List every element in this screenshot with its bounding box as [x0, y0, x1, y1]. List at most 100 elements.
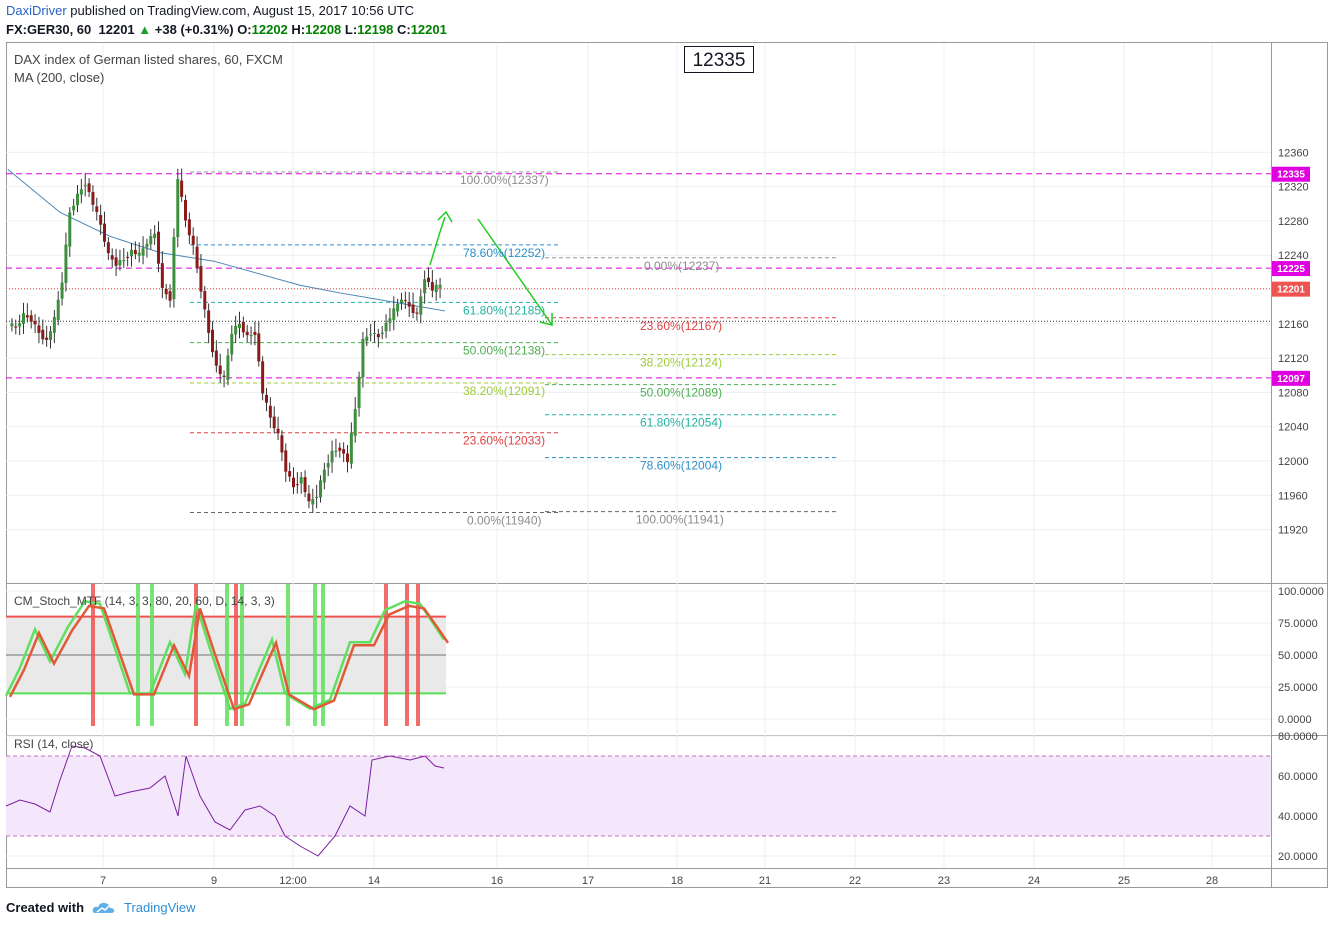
fib-label: 78.60%(12252) [463, 246, 545, 260]
time-axis: 7 9 12:00 14 16 17 18 21 22 23 24 25 28 [100, 875, 1218, 887]
fib-label: 61.80%(12054) [640, 416, 722, 430]
candle-body [276, 428, 280, 434]
candle-body [226, 355, 230, 381]
candle-body [130, 249, 133, 257]
candle-body [376, 334, 380, 338]
candle-body [114, 257, 118, 266]
candle-body [25, 315, 29, 318]
candle-body [29, 315, 33, 322]
candle-body [326, 463, 330, 468]
candle-body [60, 282, 64, 299]
candle-body [307, 493, 311, 502]
candle-body [419, 296, 423, 315]
price-badge-label: 12097 [1277, 374, 1305, 385]
price-axis: 1236012320122801224012200121601212012080… [1278, 147, 1309, 536]
candle-body [430, 282, 434, 291]
stoch-band [6, 584, 446, 726]
candle-body [403, 300, 407, 302]
stoch-cross-down [384, 584, 388, 726]
candle-body [338, 447, 342, 451]
candle-body [234, 326, 238, 335]
time-tick-label: 17 [582, 875, 594, 887]
close-label: C: [396, 22, 411, 37]
candle-body [211, 329, 214, 353]
symbol-label: FX:GER30, 60 [6, 22, 92, 37]
stoch-cross-up [225, 584, 229, 726]
tradingview-link[interactable]: TradingView [124, 900, 196, 915]
candle-body [373, 332, 376, 334]
author-link[interactable]: DaxiDriver [6, 3, 67, 18]
candle-body [311, 499, 315, 505]
candle-body [388, 318, 392, 323]
price-badge [1272, 281, 1310, 297]
candle-body [172, 237, 176, 300]
candle-body [83, 184, 87, 187]
price-tick-label: 12080 [1278, 387, 1309, 399]
candle-body [133, 249, 137, 255]
candle-body [238, 323, 241, 329]
fib-label: 0.00%(12237) [644, 259, 719, 273]
grid-lines [6, 43, 1271, 868]
stoch-tick-label: 75.0000 [1278, 618, 1318, 630]
stoch-tick-label: 25.0000 [1278, 682, 1318, 694]
candle-body [369, 334, 373, 336]
candle-body [427, 277, 430, 283]
candle-body [199, 266, 203, 292]
time-tick-label: 7 [100, 875, 106, 887]
fib-label: 23.60%(12033) [463, 434, 545, 448]
high-value: 12208 [305, 22, 342, 37]
price-tick-label: 11920 [1278, 525, 1308, 537]
time-tick-label: 9 [211, 875, 217, 887]
rsi-tick-label: 40.0000 [1278, 811, 1318, 823]
candle-body [106, 242, 110, 254]
down-arrow-head [539, 313, 553, 326]
high-label: H: [291, 22, 306, 37]
open-value: 12202 [251, 22, 288, 37]
time-tick-label: 16 [491, 875, 503, 887]
open-label: O: [237, 22, 252, 37]
candle-body [45, 337, 49, 340]
candle-body [145, 243, 149, 248]
candle-body [434, 284, 438, 293]
time-tick-label: 18 [671, 875, 683, 887]
footer: Created with TradingView [6, 900, 196, 915]
candle-body [330, 450, 334, 463]
candle-body [245, 331, 249, 336]
stoch-cross-down [91, 584, 95, 726]
rsi-tick-label: 20.0000 [1278, 851, 1318, 863]
candle-body [257, 333, 261, 362]
big-price-box[interactable] [684, 46, 754, 73]
change-arrow-icon: ▲ [138, 22, 152, 37]
candle-body [249, 335, 253, 337]
price-badges: 12335 12225 12201 12097 [1272, 166, 1310, 386]
candle-body [87, 183, 91, 193]
candle-body [99, 214, 103, 225]
stoch-cross-up [240, 584, 244, 726]
price-badge [1272, 166, 1310, 182]
candle-body [160, 263, 164, 288]
candle-body [342, 449, 346, 454]
candle-body [180, 180, 184, 197]
created-with-text: Created with [6, 900, 85, 915]
candle-body [423, 279, 427, 294]
rsi-axis: 80.0000 60.0000 40.0000 20.0000 [1278, 731, 1318, 863]
candle-body [103, 223, 106, 242]
candle-body [357, 376, 361, 409]
candle-body [415, 312, 419, 314]
stoch-cross-up [136, 584, 140, 726]
candle-body [68, 212, 72, 247]
fib-label: 100.00%(11941) [636, 513, 724, 527]
rsi-tick-label: 60.0000 [1278, 771, 1318, 783]
stoch-cross-down [234, 584, 238, 726]
time-tick-label: 23 [938, 875, 950, 887]
time-tick-label: 28 [1206, 875, 1218, 887]
stoch-axis: 100.0000 75.0000 50.0000 25.0000 0.0000 [1278, 586, 1324, 726]
candle-body [380, 332, 384, 335]
candle-body [22, 313, 25, 324]
price-tick-label: 12160 [1278, 319, 1309, 331]
fib-label: 100.00%(12337) [460, 173, 549, 187]
fib-label: 23.60%(12167) [640, 319, 722, 333]
price-tick-label: 12120 [1278, 353, 1309, 365]
candle-body [411, 304, 415, 313]
